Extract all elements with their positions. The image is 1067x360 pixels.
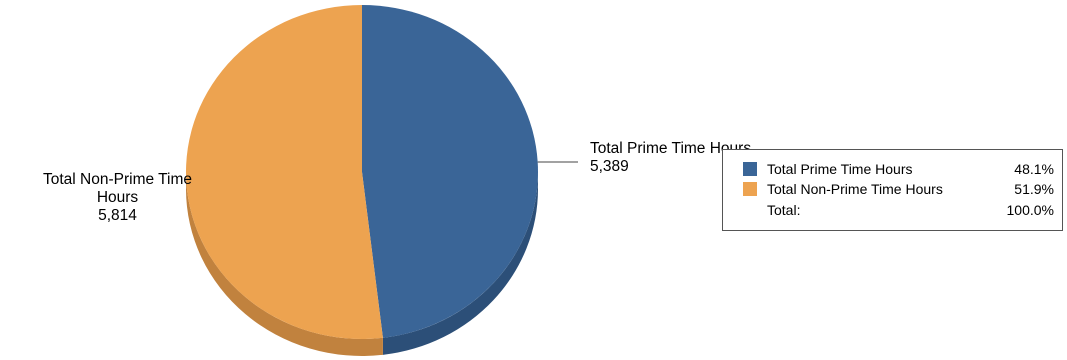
legend-item-prime: Total Prime Time Hours 48.1% [723, 160, 1062, 178]
legend-total-label: Total: [767, 202, 801, 218]
callout-nonprime-value: 5,814 [98, 207, 137, 224]
pie-slice-nonprime [186, 5, 383, 339]
legend-total-row: Total: 100.0% [723, 201, 1062, 219]
pie-slice-prime [362, 5, 539, 338]
callout-nonprime-label-line2: Hours [96, 189, 139, 206]
legend-percent-prime: 48.1% [1014, 161, 1054, 177]
legend-total-percent: 100.0% [1006, 202, 1054, 218]
callout-prime-value: 5,389 [590, 158, 629, 175]
legend-swatch-nonprime [743, 182, 757, 196]
pie-slice-side-prime [382, 172, 538, 355]
legend-percent-nonprime: 51.9% [1014, 181, 1054, 197]
legend-label-nonprime: Total Non-Prime Time Hours [767, 181, 943, 197]
callout-prime: Total Prime Time Hours 5,389 [590, 140, 751, 176]
legend-item-nonprime: Total Non-Prime Time Hours 51.9% [723, 180, 1062, 198]
legend: Total Prime Time Hours 48.1% Total Non-P… [722, 149, 1063, 231]
callout-prime-label: Total Prime Time Hours [590, 140, 752, 157]
legend-label-prime: Total Prime Time Hours [767, 161, 913, 177]
callout-nonprime-label-line1: Total Non-Prime Time [42, 171, 192, 188]
legend-swatch-prime [743, 162, 757, 176]
callout-nonprime: Total Non-Prime Time Hours 5,814 [5, 171, 230, 225]
